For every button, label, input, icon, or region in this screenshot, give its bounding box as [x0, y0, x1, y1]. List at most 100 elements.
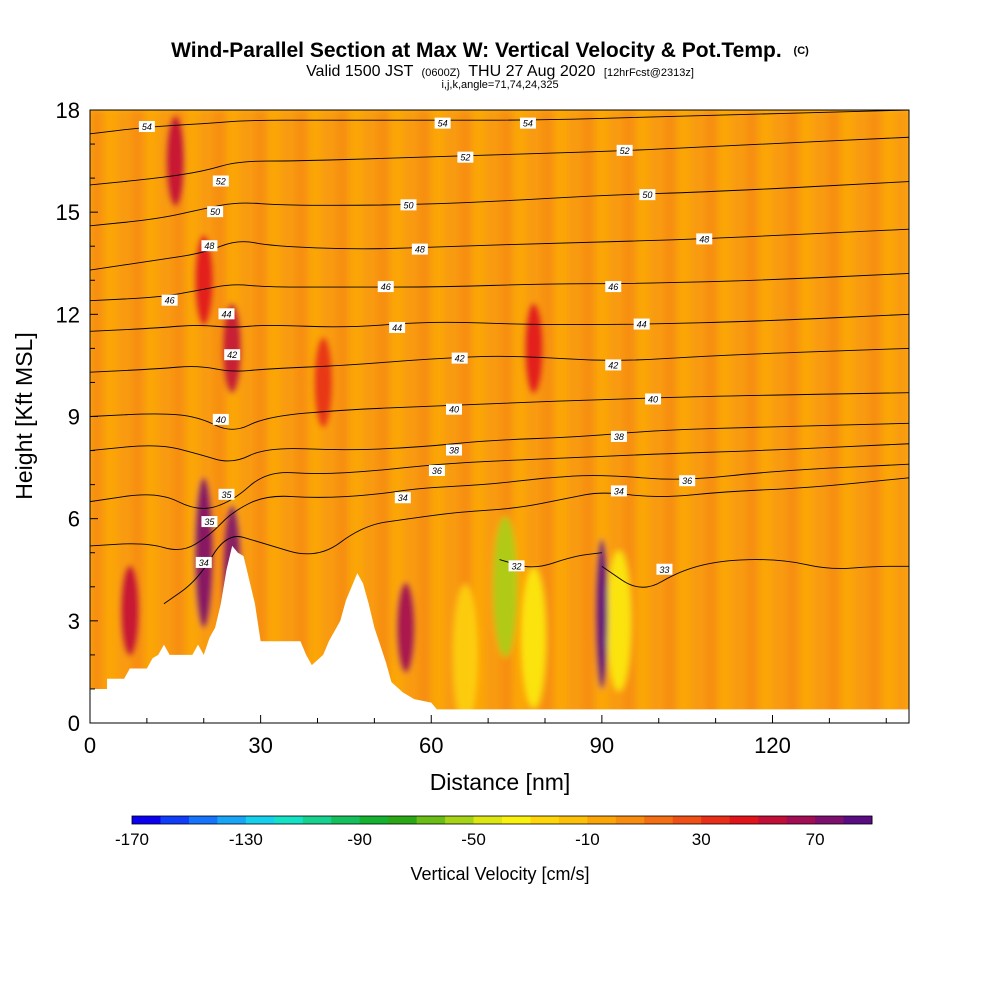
contour-label: 42: [605, 359, 622, 371]
colorbar-tick-label: -50: [461, 830, 486, 849]
svg-text:35: 35: [204, 517, 215, 527]
theta-contour-33: [601, 559, 909, 588]
svg-text:34: 34: [614, 486, 624, 496]
colorbar-swatch: [416, 816, 446, 824]
colorbar-tick-label: 30: [692, 830, 711, 849]
contour-label: 42: [224, 349, 241, 361]
contour-label: 50: [639, 189, 656, 201]
field-streak: [786, 110, 800, 723]
field-streak: [417, 110, 432, 723]
field-streak: [636, 110, 650, 723]
downdraft-region: [493, 516, 518, 657]
contour-label: 46: [377, 281, 394, 293]
svg-text:34: 34: [398, 493, 408, 503]
field-streak: [827, 110, 841, 723]
theta-contour-44: [90, 313, 909, 332]
field-streak: [376, 110, 391, 723]
updraft-region: [120, 565, 139, 656]
field-streak: [103, 110, 118, 723]
contour-label: 52: [616, 144, 633, 156]
plot-area: 54 54 54 52 52 52 50 50 50 48 48 48 46 46 46 44 44 44 42 42…: [90, 110, 909, 723]
svg-text:33: 33: [659, 565, 669, 575]
colorbar-swatch: [558, 816, 588, 824]
field-streak: [540, 110, 555, 723]
updraft-region: [166, 116, 185, 207]
colorbar-tick-label: -90: [347, 830, 372, 849]
theta-contour-36: [90, 443, 909, 509]
field-streak: [813, 110, 828, 723]
field-streak: [799, 110, 814, 723]
svg-text:40: 40: [648, 394, 658, 404]
field-streak: [335, 110, 350, 723]
x-tick-label: 30: [248, 733, 272, 758]
contour-label: 46: [161, 294, 178, 306]
updraft-region: [595, 539, 608, 690]
field-streak: [363, 110, 377, 723]
field-streak: [731, 110, 746, 723]
theta-contour-32: [499, 552, 602, 568]
field-streak: [676, 110, 691, 723]
theta-contour-42: [90, 347, 909, 373]
theta-contour-35: [90, 463, 909, 550]
contour-label: 35: [218, 488, 235, 500]
svg-text:32: 32: [512, 561, 522, 571]
svg-text:50: 50: [403, 200, 413, 210]
colorbar-tick-label: -170: [115, 830, 149, 849]
svg-text:42: 42: [227, 350, 237, 360]
colorbar-swatch: [843, 816, 873, 824]
downdraft-region: [453, 584, 478, 723]
contour-label: 54: [138, 121, 155, 133]
chart-title: Wind-Parallel Section at Max W: Vertical…: [171, 39, 782, 62]
svg-text:46: 46: [165, 296, 175, 306]
field-streak: [158, 110, 172, 723]
colorbar-tick-label: -130: [229, 830, 263, 849]
field-streak: [458, 110, 473, 723]
field-streak: [745, 110, 759, 723]
colorbar-swatch: [502, 816, 531, 824]
colorbar-title: Vertical Velocity [cm/s]: [410, 864, 589, 884]
x-tick-label: 120: [754, 733, 791, 758]
contour-labels: 54 54 54 52 52 52 50 50 50 48 48 48 46 46 46 44 44 44 42 42…: [138, 117, 713, 575]
theta-contour-34: [163, 477, 909, 605]
y-tick-label: 6: [68, 507, 80, 532]
y-axis-label: Height [Kft MSL]: [11, 332, 37, 499]
contour-label: 40: [645, 393, 662, 405]
field-streak: [185, 110, 200, 723]
contour-label: 44: [633, 318, 650, 330]
updraft-region: [194, 235, 213, 326]
field-streak: [431, 110, 445, 723]
field-streak: [171, 110, 186, 723]
field-streak: [253, 110, 268, 723]
colorbar-swatch: [644, 816, 674, 824]
contour-label: 32: [508, 560, 525, 572]
field-streak: [281, 110, 295, 723]
field-streak: [854, 110, 869, 723]
colorbar-swatch: [331, 816, 361, 824]
svg-text:42: 42: [608, 360, 618, 370]
svg-text:48: 48: [415, 245, 425, 255]
theta-contour-46: [90, 273, 909, 302]
colorbar-frame: [131, 815, 873, 825]
contour-label: 34: [610, 485, 627, 497]
theta-contour-48: [90, 228, 909, 271]
updraft-region: [396, 582, 415, 673]
field-streak: [581, 110, 596, 723]
contour-label: 50: [400, 199, 417, 211]
field-streak: [403, 110, 418, 723]
svg-text:50: 50: [210, 207, 220, 217]
svg-text:42: 42: [455, 354, 465, 364]
colorbar-swatch: [815, 816, 845, 824]
field-streak: [444, 110, 459, 723]
svg-text:52: 52: [620, 146, 630, 156]
colorbar-swatch: [530, 816, 560, 824]
y-axis: 0 3 6 9 12 15 18: [56, 98, 98, 736]
colorbar-swatch: [672, 816, 702, 824]
svg-text:54: 54: [523, 119, 533, 129]
contour-label: 38: [446, 444, 462, 456]
colorbar-swatch: [245, 816, 275, 824]
field-streak: [526, 110, 541, 723]
valid-date: THU 27 Aug 2020: [468, 63, 595, 80]
field-streak: [199, 110, 213, 723]
contour-label: 40: [446, 403, 462, 415]
